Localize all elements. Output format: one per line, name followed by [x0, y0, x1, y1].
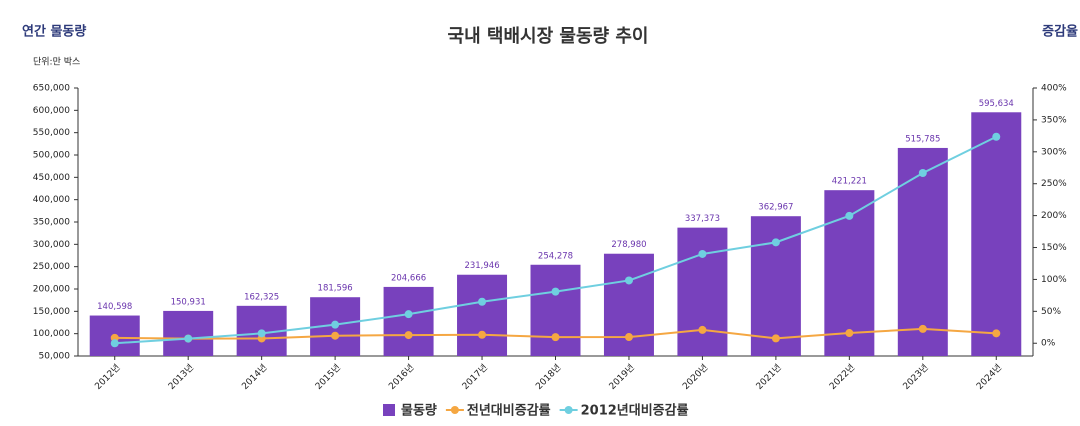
y-axis-label: 연간 물동량	[22, 24, 86, 40]
y-tick-label: 650,000	[33, 84, 70, 94]
x-tick-label: 2013년	[166, 362, 196, 392]
y2-tick-label: 400%	[1041, 84, 1067, 94]
legend-label: 2012년대비증감률	[581, 404, 689, 419]
data-label: 204,666	[391, 273, 426, 283]
line-point	[551, 333, 560, 342]
y-tick-label: 100,000	[33, 329, 70, 339]
y2-tick-label: 350%	[1041, 115, 1067, 125]
legend-swatch	[383, 404, 395, 416]
y2-tick-label: 300%	[1041, 147, 1067, 157]
data-label: 337,373	[685, 214, 720, 224]
bar	[971, 112, 1022, 356]
line-point	[478, 297, 487, 306]
legend-label: 물동량	[401, 404, 437, 419]
line-point	[845, 211, 854, 220]
y-tick-label: 350,000	[33, 218, 70, 228]
y-tick-label: 300,000	[33, 240, 70, 250]
y-tick-label: 600,000	[33, 106, 70, 116]
legend-swatch	[564, 406, 573, 414]
bar	[677, 227, 728, 356]
y2-tick-label: 0%	[1041, 339, 1056, 349]
y2-tick-label: 50%	[1041, 307, 1061, 317]
y-tick-label: 500,000	[33, 151, 70, 161]
bar	[530, 264, 581, 356]
x-tick-label: 2014년	[240, 362, 270, 392]
y-tick-label: 550,000	[33, 128, 70, 138]
line-point	[551, 287, 560, 296]
line-point	[918, 324, 927, 333]
x-tick-label: 2021년	[754, 362, 784, 392]
y-tick-label: 150,000	[33, 307, 70, 317]
y2-tick-label: 100%	[1041, 275, 1067, 285]
y-tick-label: 50,000	[39, 352, 71, 362]
line-point	[331, 331, 340, 340]
y-tick-label: 200,000	[33, 285, 70, 295]
data-label: 254,278	[538, 251, 573, 261]
y2-tick-label: 250%	[1041, 179, 1067, 189]
line-point	[184, 334, 193, 343]
legend-swatch	[450, 406, 459, 414]
x-tick-label: 2019년	[607, 362, 637, 392]
data-label: 140,598	[97, 302, 132, 312]
line-point	[698, 249, 707, 258]
data-label: 181,596	[318, 284, 353, 294]
bar	[897, 147, 948, 356]
line-point	[331, 320, 340, 329]
data-label: 515,785	[905, 134, 940, 144]
legend-label: 전년대비증감률	[467, 403, 551, 419]
x-tick-label: 2017년	[460, 362, 490, 392]
bar	[163, 310, 214, 356]
x-tick-label: 2012년	[93, 362, 123, 392]
y2-axis-label: 증감율	[1042, 24, 1078, 40]
line-point	[698, 325, 707, 334]
line-point	[478, 330, 487, 339]
x-tick-label: 2023년	[901, 362, 931, 392]
y-tick-label: 250,000	[33, 262, 70, 272]
line-point	[992, 329, 1001, 338]
line-point	[845, 329, 854, 338]
x-tick-label: 2016년	[387, 362, 417, 392]
line-point	[992, 132, 1001, 141]
y-tick-label: 400,000	[33, 195, 70, 205]
bar	[383, 286, 434, 356]
x-tick-label: 2018년	[534, 362, 564, 392]
line-point	[404, 310, 413, 319]
x-tick-label: 2022년	[827, 362, 857, 392]
x-tick-label: 2024년	[974, 362, 1004, 392]
y2-tick-label: 150%	[1041, 243, 1067, 253]
data-label: 231,946	[464, 261, 499, 271]
y-tick-label: 450,000	[33, 173, 70, 183]
data-label: 362,967	[758, 203, 793, 213]
line-point	[771, 334, 780, 343]
data-label: 162,325	[244, 292, 279, 302]
x-tick-label: 2020년	[680, 362, 710, 392]
line-point	[110, 339, 119, 348]
data-label: 278,980	[611, 240, 646, 250]
unit-note: 단위:만 박스	[33, 57, 80, 68]
y2-tick-label: 200%	[1041, 211, 1067, 221]
line-point	[624, 333, 633, 342]
line-point	[624, 276, 633, 285]
line-point	[771, 238, 780, 247]
chart-title: 국내 택배시장 물동량 추이	[448, 26, 649, 47]
data-label: 150,931	[171, 297, 206, 307]
line-point	[257, 329, 266, 338]
line-point	[404, 331, 413, 340]
x-tick-label: 2015년	[313, 362, 343, 392]
data-label: 595,634	[979, 99, 1014, 109]
data-label: 421,221	[832, 177, 867, 187]
line-point	[918, 168, 927, 177]
bar	[457, 274, 508, 356]
